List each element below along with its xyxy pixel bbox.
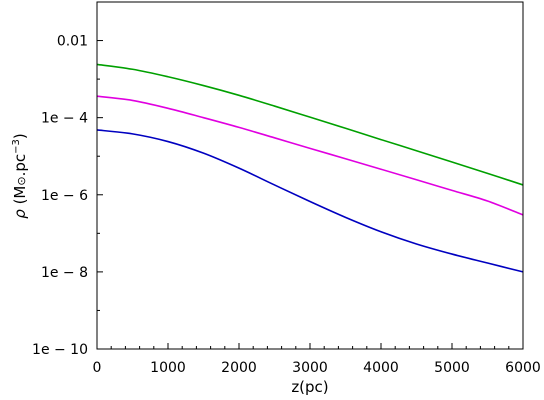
- y-axis-label: ρ (M⊙.pc−3): [11, 133, 29, 218]
- x-tick-label: 3000: [292, 360, 328, 376]
- x-tick-label: 0: [93, 360, 102, 376]
- x-axis-label: z(pc): [291, 378, 328, 396]
- y-tick-label: 1e − 8: [41, 265, 88, 281]
- x-tick-label: 6000: [505, 360, 541, 376]
- x-axis-ticks: 0 1000 2000 3000 4000 5000 6000: [93, 343, 541, 376]
- series-line-3: [96, 129, 524, 273]
- y-tick-label: 0.01: [57, 34, 88, 50]
- series-lines: [96, 63, 524, 273]
- y-tick-label: 1e − 4: [41, 111, 88, 127]
- y-axis-ticks: 1e − 10 1e − 8 1e − 6 1e − 4 0.01: [32, 1, 103, 358]
- series-line-1: [96, 63, 524, 186]
- y-tick-label: 1e − 6: [41, 188, 88, 204]
- x-tick-label: 2000: [221, 360, 257, 376]
- series-line-2: [96, 95, 524, 216]
- x-tick-label: 4000: [363, 360, 399, 376]
- x-tick-label: 5000: [434, 360, 470, 376]
- plot-frame: [96, 1, 524, 350]
- x-tick-label: 1000: [150, 360, 186, 376]
- y-tick-label: 1e − 10: [32, 342, 88, 358]
